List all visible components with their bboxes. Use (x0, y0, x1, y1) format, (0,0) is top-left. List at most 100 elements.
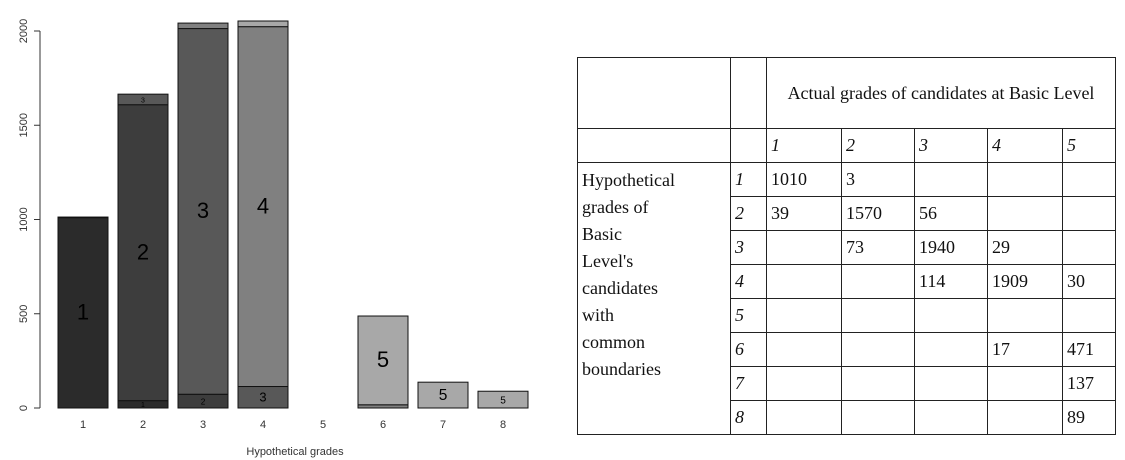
blank-cell (730, 57, 767, 129)
row-label-line: with (582, 305, 615, 325)
value-cell: 471 (1062, 332, 1116, 367)
y-tick-label: 2000 (18, 19, 30, 43)
header-row: Actual grades of candidates at Basic Lev… (577, 57, 1116, 129)
row-number: 7 (730, 366, 767, 401)
data-row: 3 73 1940 29 (578, 230, 1116, 265)
y-tick-label: 0 (18, 405, 30, 411)
row-number: 8 (730, 400, 767, 435)
x-tick-label: 6 (380, 419, 386, 431)
data-row: 8 89 (578, 400, 1116, 435)
value-cell: 114 (914, 264, 988, 299)
grade-table: Actual grades of candidates at Basic Lev… (577, 57, 1116, 435)
column-number: 4 (987, 128, 1063, 163)
bar-segment (357, 315, 409, 406)
value-cell (987, 400, 1063, 435)
row-number: 1 (730, 162, 767, 197)
segment-label: 4 (257, 193, 269, 218)
value-cell (914, 366, 988, 401)
segment-label: 3 (197, 198, 209, 223)
data-row: 2 39 1570 56 (578, 196, 1116, 231)
blank-cell (577, 128, 731, 163)
row-number: 3 (730, 230, 767, 265)
column-number: 5 (1062, 128, 1116, 163)
x-tick-label: 4 (260, 419, 266, 431)
bar-segment (177, 28, 229, 395)
value-cell: 1570 (841, 196, 915, 231)
segment-label: 1 (141, 402, 145, 409)
x-tick-label: 5 (320, 419, 326, 431)
value-cell (841, 366, 915, 401)
value-cell: 89 (1062, 400, 1116, 435)
value-cell (766, 230, 842, 265)
bar-segment (117, 93, 169, 106)
y-tick-label: 1000 (18, 207, 30, 231)
bar-segment (237, 20, 289, 28)
row-number: 2 (730, 196, 767, 231)
row-number: 4 (730, 264, 767, 299)
bar-segment (237, 26, 289, 388)
x-tick-label: 1 (80, 419, 86, 431)
row-label-line: boundaries (582, 359, 661, 379)
bar-segment (57, 216, 109, 219)
value-cell (1062, 230, 1116, 265)
value-cell (1062, 298, 1116, 333)
value-cell (766, 332, 842, 367)
value-cell: 29 (987, 230, 1063, 265)
row-label-line: candidates (582, 278, 658, 298)
bar-segment (477, 390, 529, 409)
segment-label: 3 (141, 97, 145, 104)
x-tick-label: 2 (140, 419, 146, 431)
value-cell (914, 298, 988, 333)
value-cell: 39 (766, 196, 842, 231)
column-group-header: Actual grades of candidates at Basic Lev… (766, 57, 1116, 129)
bar-segment (117, 104, 169, 402)
column-number: 1 (766, 128, 842, 163)
row-label-line: Hypothetical (582, 170, 675, 190)
value-cell: 3 (841, 162, 915, 197)
value-cell (1062, 162, 1116, 197)
x-axis-label: Hypothetical grades (246, 446, 344, 458)
row-label-line: common (582, 332, 645, 352)
row-label-line: grades of (582, 197, 649, 217)
value-cell (987, 162, 1063, 197)
value-cell (841, 298, 915, 333)
column-number: 3 (914, 128, 988, 163)
segment-label: 3 (259, 390, 266, 405)
value-cell (841, 264, 915, 299)
value-cell (841, 332, 915, 367)
value-cell (914, 400, 988, 435)
x-tick-label: 8 (500, 419, 506, 431)
segment-label: 2 (201, 397, 206, 406)
value-cell (766, 400, 842, 435)
segment-label: 5 (377, 347, 389, 372)
bar-segment (417, 381, 469, 409)
value-cell (1062, 196, 1116, 231)
blank-cell (577, 57, 731, 129)
chart: Hypothetical grades 0 500 1000 1500 2000 1 1 2 1… (18, 19, 529, 458)
value-cell (766, 264, 842, 299)
data-row: Hypothetical grades of Basic Level's candida… (577, 162, 1116, 435)
value-cell: 137 (1062, 366, 1116, 401)
bar-segment (177, 22, 229, 30)
y-tick-label: 500 (18, 305, 30, 323)
segment-label: 5 (500, 395, 506, 406)
row-label-line: Level's (582, 251, 634, 271)
value-cell (766, 366, 842, 401)
value-cell (987, 196, 1063, 231)
blank-cell (730, 128, 767, 163)
row-number: 5 (730, 298, 767, 333)
bar-segment (57, 217, 109, 409)
row-number: 6 (730, 332, 767, 367)
value-cell: 30 (1062, 264, 1116, 299)
x-tick-label: 7 (440, 419, 446, 431)
data-row: 4 114 1909 30 (578, 264, 1116, 299)
value-cell (841, 400, 915, 435)
segment-label: 5 (439, 387, 448, 404)
value-cell (766, 298, 842, 333)
segment-label: 1 (77, 300, 89, 325)
value-cell: 73 (841, 230, 915, 265)
segment-label: 2 (137, 239, 149, 264)
y-tick-label: 1500 (18, 113, 30, 137)
row-group-label: Hypothetical grades of Basic Level's candida… (577, 162, 731, 435)
